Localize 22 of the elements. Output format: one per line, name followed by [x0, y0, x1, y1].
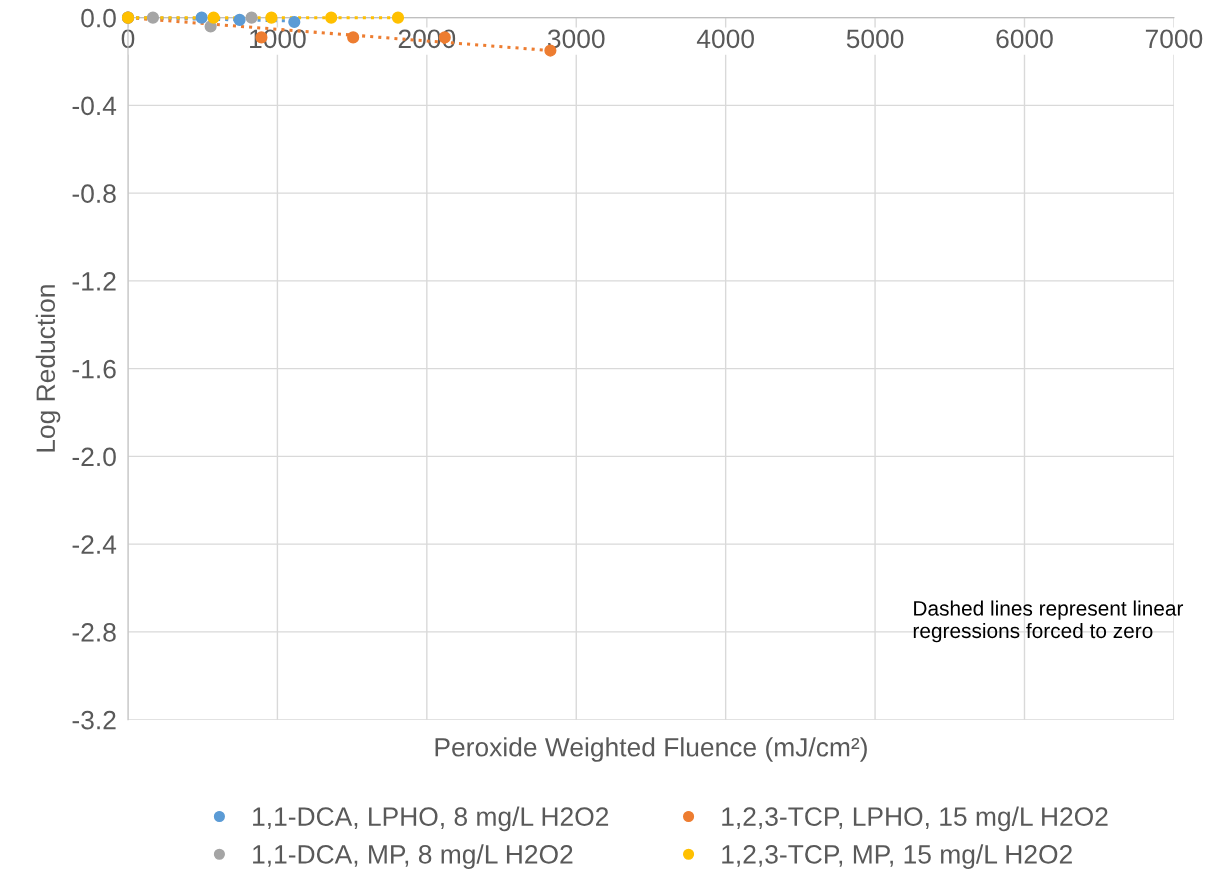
x-axis-title: Peroxide Weighted Fluence (mJ/cm²)	[435, 737, 867, 762]
annotation: Dashed lines represent linear regressions forced to zero	[913, 600, 1184, 643]
y-tick-label: -2.0	[72, 447, 116, 467]
y-tick-label: -1.2	[72, 272, 116, 291]
legend-label: 1,1-DCA, LPHO, 8 mg/L H2O2	[253, 806, 609, 832]
y-tick-label: -2.8	[72, 623, 116, 642]
y-tick-label: -3.2	[72, 710, 116, 730]
x-tick-label: 6000	[996, 29, 1053, 49]
x-tick-label: 5000	[846, 29, 904, 49]
x-tick-label: 0	[121, 29, 135, 49]
x-tick-label: 7000	[1145, 29, 1203, 49]
y-tick-label: -0.8	[72, 184, 116, 203]
legend-label: 1,1-DCA, MP, 8 mg/L H2O2	[253, 844, 573, 869]
y-tick-label: 0.0	[81, 8, 116, 28]
y-tick-label: -0.4	[72, 96, 117, 116]
y-axis-title: Log Reduction	[35, 285, 61, 452]
legend-label: 1,2,3-TCP, MP, 15 mg/L H2O2	[722, 844, 1072, 869]
x-tick-label: 3000	[547, 29, 605, 49]
y-tick-label: -1.6	[72, 359, 116, 379]
x-tick-label: 4000	[696, 29, 754, 49]
legend-label: 1,2,3-TCP, LPHO, 15 mg/L H2O2	[722, 806, 1108, 832]
y-tick-label: -2.4	[72, 535, 117, 554]
